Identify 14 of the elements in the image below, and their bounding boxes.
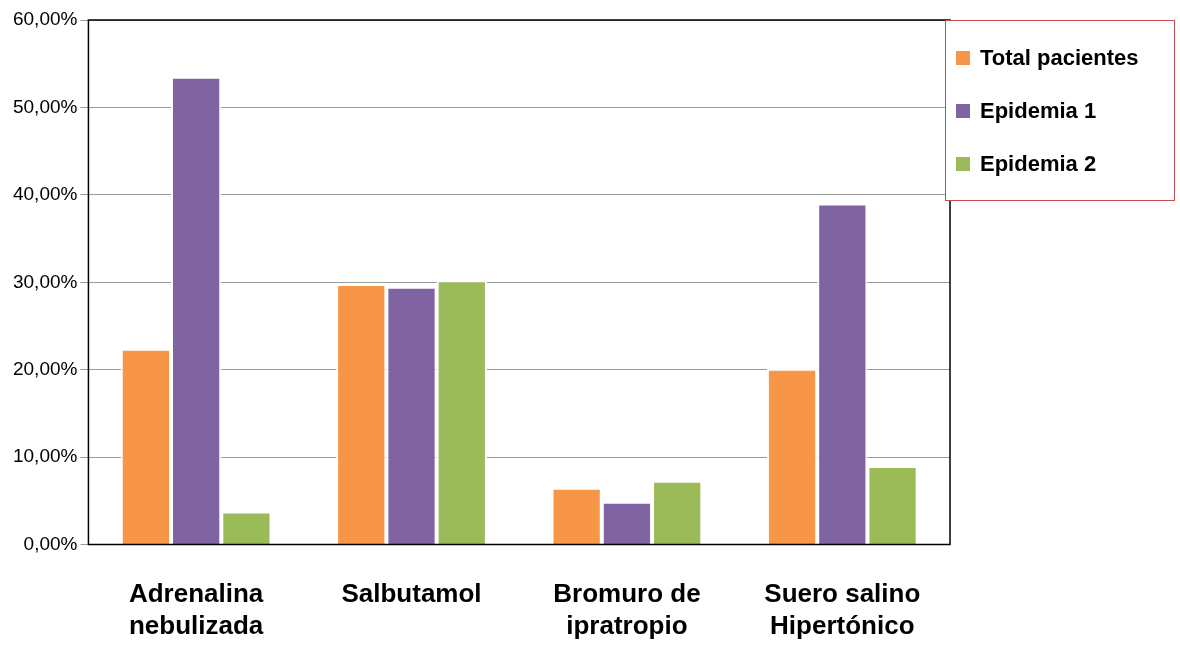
y-tick-label: 10,00%	[12, 445, 78, 467]
x-tick-label: Bromuro de ipratropio	[553, 578, 701, 640]
y-tick-label: 30,00%	[12, 270, 78, 292]
legend-label: Epidemia 2	[980, 150, 1097, 177]
y-tick-label: 50,00%	[12, 95, 78, 117]
x-tick-label: Salbutamol	[341, 578, 482, 609]
legend-label: Epidemia 1	[980, 97, 1097, 124]
y-tick-label: 60,00%	[12, 8, 78, 30]
y-tick-label: 40,00%	[12, 183, 78, 205]
x-tick-label: Adrenalina nebulizada	[128, 578, 264, 640]
y-tick-label: 20,00%	[12, 357, 78, 379]
x-tick-label: Suero salino Hipertónico	[764, 578, 921, 640]
y-tick-label: 0,00%	[23, 532, 78, 554]
legend-label: Total pacientes	[980, 44, 1139, 71]
